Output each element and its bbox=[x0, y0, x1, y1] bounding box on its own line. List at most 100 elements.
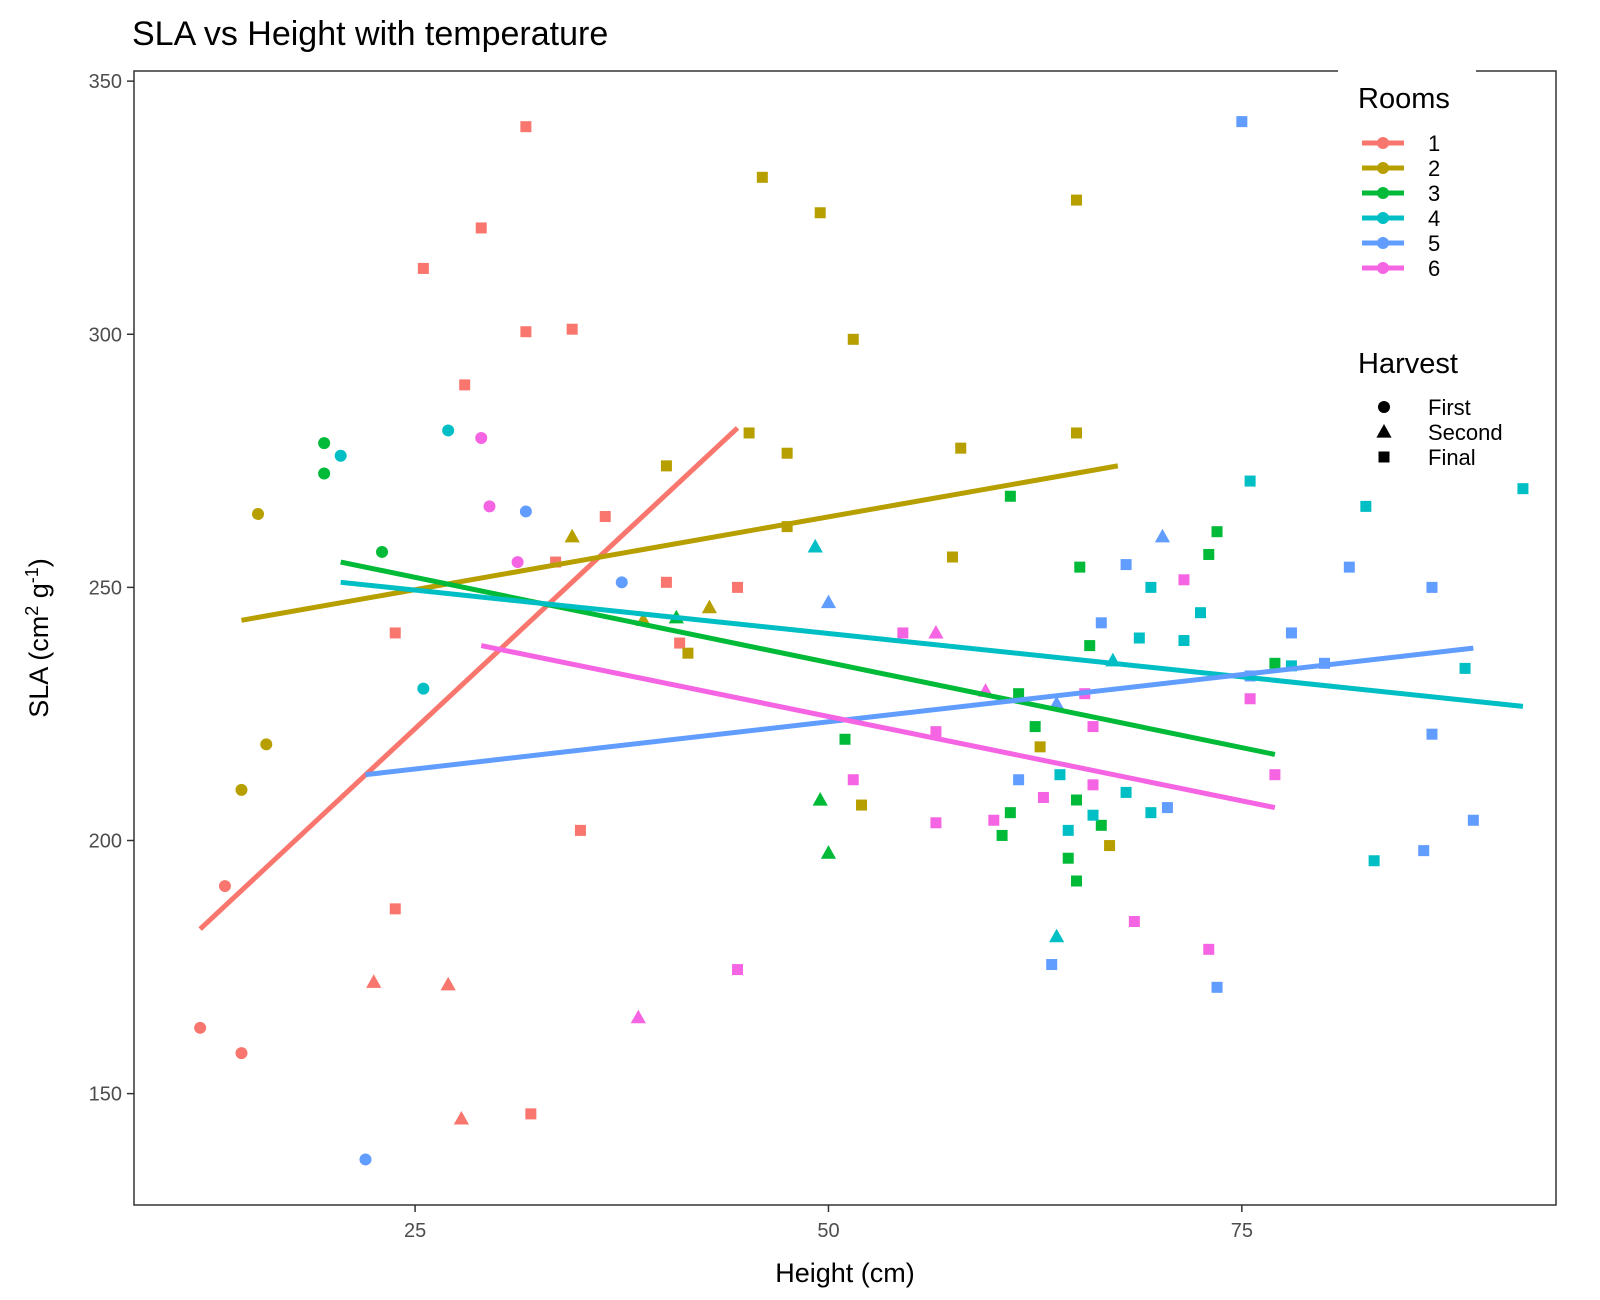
legend-harvest-label: Final bbox=[1428, 445, 1476, 470]
data-point-room-3 bbox=[820, 845, 837, 859]
data-point-room-2 bbox=[814, 207, 826, 219]
data-point-room-5 bbox=[1426, 581, 1438, 593]
data-point-room-5 bbox=[359, 1153, 372, 1166]
data-point-room-1 bbox=[417, 262, 429, 274]
data-point-room-6 bbox=[732, 964, 744, 976]
data-point-room-1 bbox=[218, 880, 231, 893]
data-point-room-6 bbox=[1087, 779, 1099, 791]
data-point-room-3 bbox=[1004, 807, 1016, 819]
data-point-room-3 bbox=[1070, 794, 1082, 806]
data-point-room-5 bbox=[1013, 774, 1025, 786]
data-point-room-1 bbox=[389, 627, 401, 639]
data-point-room-3 bbox=[1062, 852, 1074, 864]
data-point-room-5 bbox=[1154, 528, 1171, 543]
data-point-room-1 bbox=[566, 323, 578, 335]
data-point-room-5 bbox=[519, 505, 532, 518]
legend-room-key-dot bbox=[1377, 262, 1389, 274]
data-point-room-1 bbox=[674, 637, 686, 649]
y-axis-title: SLA (cm2 g-1) bbox=[22, 558, 54, 718]
data-point-room-5 bbox=[1046, 959, 1058, 971]
data-point-room-6 bbox=[511, 556, 524, 569]
data-point-room-4 bbox=[1517, 483, 1529, 495]
x-tick-label: 25 bbox=[404, 1220, 426, 1242]
data-point-room-2 bbox=[682, 647, 694, 659]
data-point-room-5 bbox=[1418, 845, 1430, 857]
data-point-room-2 bbox=[1070, 427, 1082, 439]
data-point-room-6 bbox=[475, 432, 488, 445]
fit-line-room-5 bbox=[365, 645, 1474, 778]
data-point-room-1 bbox=[366, 974, 382, 988]
data-point-room-1 bbox=[235, 1047, 248, 1060]
legend-room-key-dot bbox=[1377, 237, 1389, 249]
data-point-room-2 bbox=[756, 171, 768, 183]
y-axis-title-mid: g bbox=[24, 583, 54, 606]
fit-line-room-3 bbox=[340, 559, 1276, 757]
legend-room-label: 6 bbox=[1428, 256, 1440, 281]
data-point-room-2 bbox=[1104, 840, 1116, 852]
data-point-room-2 bbox=[564, 528, 580, 543]
data-point-room-3 bbox=[1004, 490, 1016, 502]
y-axis-title-end: ) bbox=[24, 558, 54, 567]
data-point-room-1 bbox=[475, 222, 487, 234]
data-point-room-5 bbox=[1095, 617, 1107, 629]
data-point-room-2 bbox=[856, 799, 868, 811]
fit-line-room-4 bbox=[340, 579, 1524, 709]
x-axis-title: Height (cm) bbox=[775, 1258, 915, 1288]
data-point-room-1 bbox=[732, 581, 744, 593]
data-point-room-2 bbox=[781, 447, 793, 459]
data-point-room-4 bbox=[1285, 660, 1297, 672]
data-point-room-6 bbox=[930, 817, 942, 829]
data-point-room-5 bbox=[1211, 981, 1223, 993]
axes-layer: 25 50 75 150 200 250 300 350 bbox=[89, 71, 1253, 1242]
data-point-room-4 bbox=[1244, 475, 1256, 487]
data-point-room-4 bbox=[1360, 500, 1372, 512]
legend-rooms-title: Rooms bbox=[1358, 83, 1450, 115]
data-point-room-2 bbox=[946, 551, 958, 563]
data-point-room-5 bbox=[1120, 559, 1132, 571]
legend-room-label: 1 bbox=[1428, 131, 1440, 156]
data-point-room-2 bbox=[1034, 741, 1046, 753]
data-point-room-2 bbox=[743, 427, 755, 439]
data-point-room-2 bbox=[660, 460, 672, 472]
data-point-room-1 bbox=[440, 976, 456, 991]
data-point-room-4 bbox=[1145, 581, 1157, 593]
legend-harvest-label: Second bbox=[1428, 420, 1503, 445]
legend-room-key-dot bbox=[1377, 137, 1389, 149]
y-axis-title-base: SLA (cm bbox=[24, 616, 54, 718]
data-point-room-3 bbox=[1203, 548, 1215, 560]
data-point-room-3 bbox=[996, 829, 1008, 841]
data-point-room-5 bbox=[1343, 561, 1355, 573]
data-point-room-3 bbox=[1095, 819, 1107, 831]
data-point-room-6 bbox=[1178, 574, 1190, 586]
data-point-room-4 bbox=[1459, 662, 1471, 674]
legend-background bbox=[1338, 60, 1476, 480]
fit-line-room-2 bbox=[241, 463, 1119, 623]
data-point-room-3 bbox=[1084, 640, 1096, 652]
data-point-room-5 bbox=[1161, 802, 1173, 814]
data-point-room-4 bbox=[334, 449, 347, 462]
data-point-room-4 bbox=[1049, 928, 1065, 943]
data-point-room-5 bbox=[1049, 695, 1065, 710]
data-point-room-3 bbox=[318, 467, 331, 480]
data-point-room-5 bbox=[1285, 627, 1297, 639]
data-point-room-5 bbox=[1467, 814, 1479, 826]
data-point-room-6 bbox=[897, 627, 909, 639]
data-point-room-2 bbox=[1070, 194, 1082, 206]
data-point-room-6 bbox=[1087, 721, 1099, 733]
data-point-room-3 bbox=[1211, 526, 1223, 538]
fit-line-room-6 bbox=[480, 643, 1276, 811]
data-point-room-6 bbox=[928, 624, 944, 639]
data-point-room-6 bbox=[1269, 769, 1281, 781]
data-point-room-2 bbox=[847, 333, 859, 345]
legend-room-key-dot bbox=[1377, 212, 1389, 224]
data-point-room-3 bbox=[812, 792, 828, 806]
data-point-room-4 bbox=[1120, 786, 1132, 798]
data-point-room-3 bbox=[1269, 657, 1281, 669]
y-tick-label: 350 bbox=[89, 71, 122, 93]
legend-room-label: 4 bbox=[1428, 206, 1440, 231]
fit-line-room-1 bbox=[198, 426, 740, 931]
data-point-room-6 bbox=[1244, 693, 1256, 705]
